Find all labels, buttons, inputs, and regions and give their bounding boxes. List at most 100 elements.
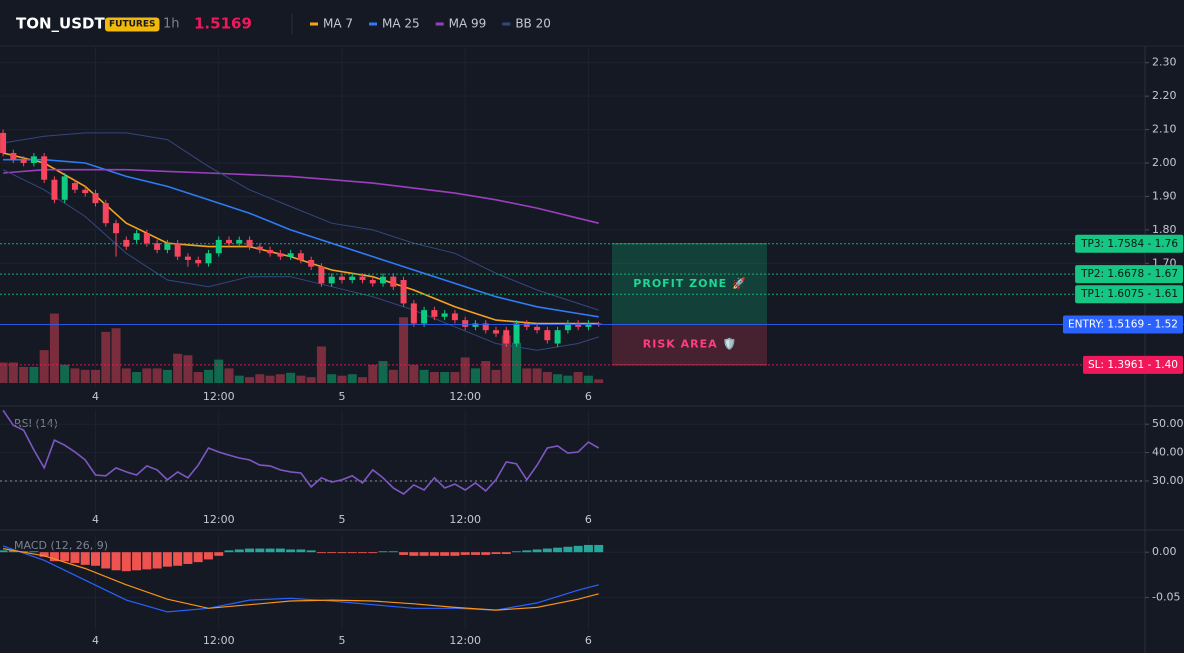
histogram-bar xyxy=(357,552,367,554)
candle-body xyxy=(61,176,68,200)
price-level-tag: TP1: 1.6075 - 1.61 xyxy=(1080,288,1178,300)
volume-bar xyxy=(460,357,470,383)
histogram-bar xyxy=(522,550,532,553)
y-tick-label: -0.05 xyxy=(1152,590,1180,603)
volume-bar xyxy=(0,362,8,383)
candle-body xyxy=(482,323,489,331)
volume-bar xyxy=(429,372,439,383)
volume-bar xyxy=(296,375,306,383)
histogram-bar xyxy=(563,546,573,553)
candle-body xyxy=(421,310,428,324)
y-tick-label: 30.00 xyxy=(1152,474,1184,487)
candle-body xyxy=(277,253,284,257)
candle-body xyxy=(113,223,120,234)
histogram-bar xyxy=(245,548,255,553)
histogram-bar xyxy=(183,552,193,564)
volume-bar xyxy=(481,361,491,383)
candle-body xyxy=(380,276,387,284)
histogram-bar xyxy=(419,552,429,556)
candle-body xyxy=(123,239,130,247)
volume-bar xyxy=(132,372,142,383)
volume-bar xyxy=(347,374,357,383)
candle-body xyxy=(205,253,212,264)
histogram-bar xyxy=(39,552,49,557)
candle-body xyxy=(92,193,99,204)
histogram-bar xyxy=(440,552,450,556)
histogram-bar xyxy=(316,552,326,554)
candle-body xyxy=(564,323,571,331)
histogram-bar xyxy=(70,552,80,564)
histogram-bar xyxy=(337,552,347,554)
candle-body xyxy=(544,330,551,341)
price-level-tag-bg xyxy=(1075,234,1184,253)
market-badge-bg xyxy=(105,17,160,32)
indicator-line xyxy=(3,132,599,311)
candle-body xyxy=(0,132,7,153)
volume-bar xyxy=(70,368,80,383)
volume-bar xyxy=(388,369,398,383)
candle-body xyxy=(534,326,541,331)
y-tick-label: 2.00 xyxy=(1152,156,1177,169)
x-tick-label: 4 xyxy=(92,634,99,647)
candle-body xyxy=(102,203,109,224)
candle-body xyxy=(10,152,17,160)
candle-body xyxy=(410,303,417,324)
y-tick-label: 0.00 xyxy=(1152,545,1177,558)
volume-bar xyxy=(306,377,316,383)
legend-label: MA 7 xyxy=(323,17,353,31)
histogram-bar xyxy=(542,548,552,553)
volume-bar xyxy=(265,375,275,383)
histogram-bar xyxy=(60,552,70,562)
volume-bar xyxy=(409,364,419,383)
zone xyxy=(612,243,767,325)
y-tick-label: 40.00 xyxy=(1152,446,1184,459)
histogram-bar xyxy=(80,552,90,565)
volume-bar xyxy=(49,313,59,383)
price-level-tag: TP2: 1.6678 - 1.67 xyxy=(1080,268,1178,280)
histogram-bar xyxy=(573,545,583,553)
histogram-bar xyxy=(265,548,275,553)
candle-body xyxy=(451,313,458,321)
histogram-bar xyxy=(193,552,203,563)
histogram-bar xyxy=(152,552,162,569)
price-level-tag-bg xyxy=(1075,265,1183,284)
rsi-label: RSI (14) xyxy=(14,417,58,430)
volume-bar xyxy=(553,374,563,383)
candle-body xyxy=(472,323,479,327)
candle-body xyxy=(41,156,48,180)
histogram-bar xyxy=(388,551,398,553)
volume-bar xyxy=(327,374,337,383)
volume-bar xyxy=(255,374,265,383)
volume-bar xyxy=(101,331,111,383)
x-tick-label: 5 xyxy=(338,634,345,647)
candle-body xyxy=(184,256,191,260)
histogram-bar xyxy=(234,549,244,553)
volume-bar xyxy=(224,368,234,383)
candle-body xyxy=(133,233,140,240)
x-tick-label: 12:00 xyxy=(449,513,481,526)
candle-body xyxy=(492,330,499,334)
candle-body xyxy=(575,323,582,327)
candle-body xyxy=(143,233,150,244)
volume-bar xyxy=(563,375,573,383)
y-tick-label: 2.10 xyxy=(1152,123,1177,136)
candle-body xyxy=(51,179,58,200)
macd-label: MACD (12, 26, 9) xyxy=(14,539,108,552)
histogram-bar xyxy=(8,550,18,553)
legend-label: BB 20 xyxy=(515,17,551,31)
macd-line xyxy=(2,545,599,613)
volume-bar xyxy=(214,359,224,383)
candle-body xyxy=(164,243,171,250)
x-tick-label: 6 xyxy=(585,634,592,647)
volume-bar xyxy=(450,372,460,383)
volume-bar xyxy=(501,335,511,383)
volume-bar xyxy=(573,372,583,383)
x-tick-label: 4 xyxy=(92,390,99,403)
volume-bar xyxy=(470,368,480,383)
candle-body xyxy=(256,246,263,250)
x-tick-label: 6 xyxy=(585,513,592,526)
volume-bar xyxy=(121,368,131,383)
volume-bar xyxy=(512,342,522,383)
histogram-bar xyxy=(132,552,142,571)
histogram-bar xyxy=(173,552,183,566)
